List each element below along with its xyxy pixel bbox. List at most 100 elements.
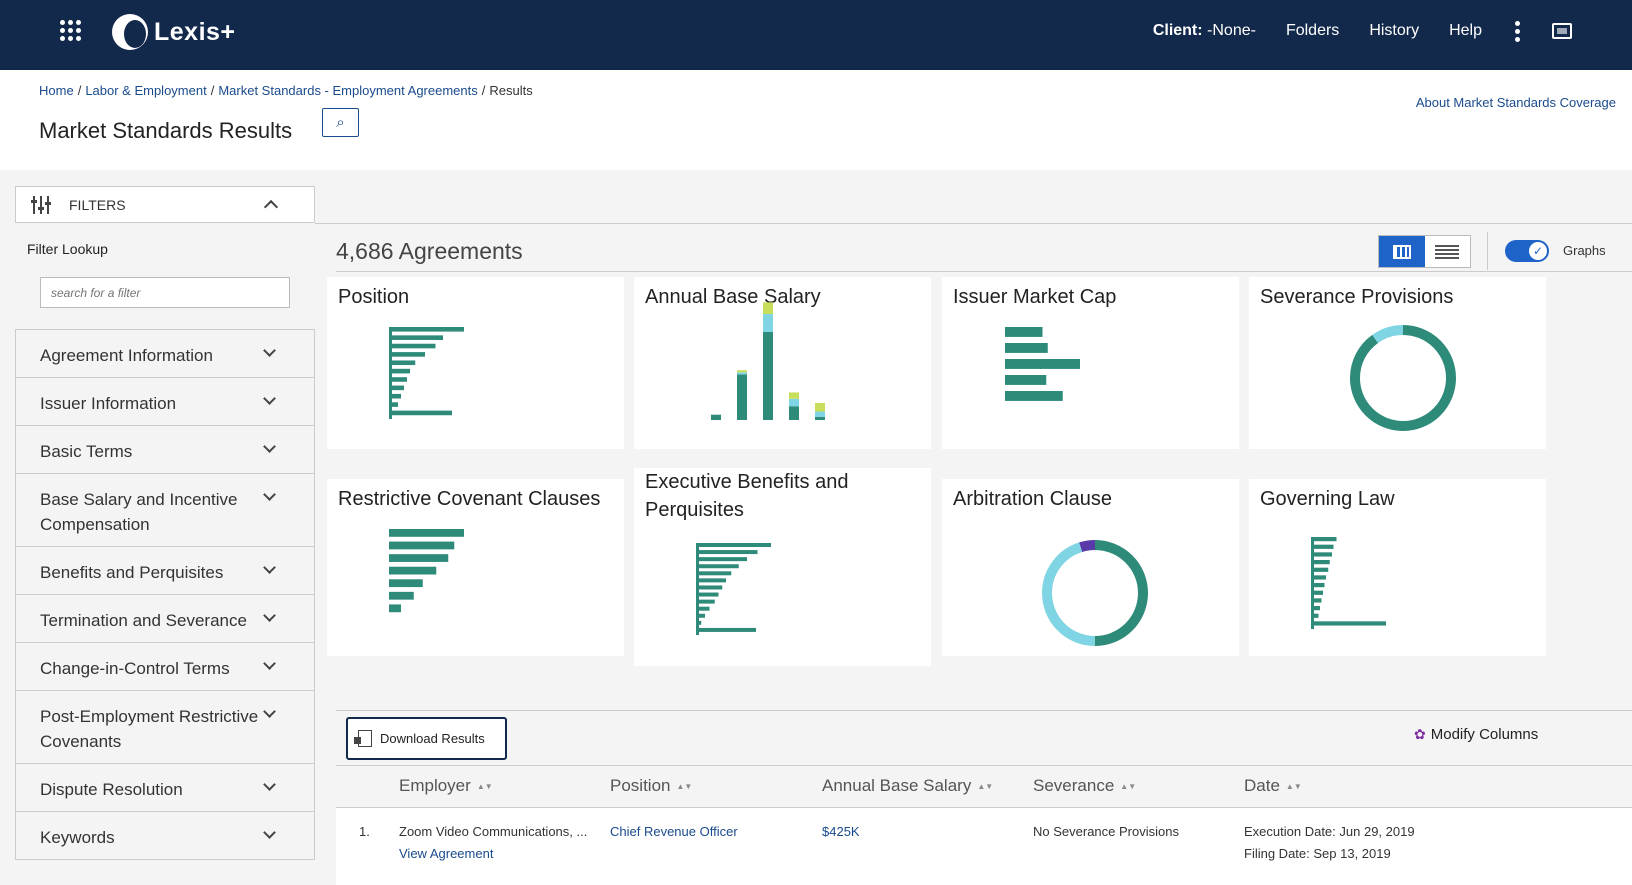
chart-card[interactable]: Annual Base Salary: [634, 277, 931, 449]
donut-slice[interactable]: [1350, 325, 1456, 431]
breadcrumb-home[interactable]: Home: [39, 83, 74, 98]
filter-base-salary[interactable]: Base Salary and Incentive Compensation: [16, 474, 314, 547]
chart-card[interactable]: Severance Provisions: [1249, 277, 1546, 449]
bar-segment[interactable]: [763, 314, 773, 333]
app-grid-icon[interactable]: [60, 20, 82, 42]
nav-history[interactable]: History: [1369, 22, 1420, 39]
bar[interactable]: [389, 368, 410, 374]
bar[interactable]: [389, 377, 407, 382]
bar[interactable]: [1311, 575, 1326, 580]
bar[interactable]: [696, 550, 758, 555]
bar[interactable]: [1311, 537, 1337, 542]
chart-card[interactable]: Arbitration Clause: [942, 479, 1239, 656]
bar[interactable]: [696, 627, 756, 632]
bar[interactable]: [696, 543, 771, 547]
graphs-toggle[interactable]: [1505, 240, 1549, 262]
bar[interactable]: [696, 592, 719, 597]
bar[interactable]: [389, 591, 414, 600]
filter-basic-terms[interactable]: Basic Terms: [16, 426, 314, 474]
bar[interactable]: [389, 343, 436, 349]
more-options-icon[interactable]: [1512, 20, 1522, 42]
axis-bar[interactable]: [696, 543, 699, 635]
bar-segment[interactable]: [789, 392, 799, 399]
bar[interactable]: [1311, 621, 1386, 626]
bar[interactable]: [1311, 583, 1325, 588]
bar[interactable]: [1311, 590, 1323, 595]
filters-header[interactable]: FILTERS: [15, 186, 315, 223]
presentation-icon[interactable]: [1552, 23, 1572, 39]
bar-segment[interactable]: [737, 370, 747, 373]
about-coverage-link[interactable]: About Market Standards Coverage: [1415, 95, 1616, 110]
position-link[interactable]: Chief Revenue Officer: [610, 824, 738, 839]
breadcrumb-market-standards[interactable]: Market Standards - Employment Agreements: [218, 83, 478, 98]
bar[interactable]: [389, 541, 455, 550]
bar-segment[interactable]: [789, 406, 799, 420]
bar[interactable]: [1005, 359, 1080, 369]
nav-help[interactable]: Help: [1449, 22, 1482, 39]
bar[interactable]: [1311, 560, 1330, 565]
view-agreement-link[interactable]: View Agreement: [399, 846, 494, 861]
column-severance[interactable]: Severance ▲▼: [1033, 776, 1137, 795]
donut-slice[interactable]: [1042, 540, 1148, 646]
bar-segment[interactable]: [737, 374, 747, 420]
bar[interactable]: [389, 360, 416, 366]
donut-slice[interactable]: [1042, 540, 1148, 646]
donut-slice[interactable]: [1350, 325, 1456, 431]
bar[interactable]: [696, 613, 705, 618]
bar[interactable]: [389, 529, 464, 537]
bar[interactable]: [696, 571, 732, 576]
bar[interactable]: [1311, 567, 1329, 572]
bar-segment[interactable]: [711, 414, 721, 420]
grid-view-button[interactable]: [1379, 236, 1425, 267]
bar-segment[interactable]: [763, 332, 773, 420]
nav-folders[interactable]: Folders: [1285, 22, 1340, 39]
bar[interactable]: [1311, 606, 1320, 611]
bar[interactable]: [696, 578, 726, 583]
bar[interactable]: [389, 385, 404, 391]
chevron-up-icon[interactable]: [263, 199, 279, 215]
bar[interactable]: [389, 604, 401, 613]
filter-dispute-resolution[interactable]: Dispute Resolution: [16, 764, 314, 812]
axis-bar[interactable]: [1311, 537, 1314, 629]
bar[interactable]: [1311, 544, 1334, 549]
bar[interactable]: [1005, 343, 1048, 353]
chart-card[interactable]: Restrictive Covenant Clauses: [327, 479, 624, 656]
filter-post-employment[interactable]: Post-Employment Restrictive Covenants: [16, 691, 314, 764]
chart-card[interactable]: Issuer Market Cap: [942, 277, 1239, 449]
bar-segment[interactable]: [763, 302, 773, 314]
bar[interactable]: [389, 335, 443, 340]
column-position[interactable]: Position ▲▼: [610, 776, 693, 795]
bar[interactable]: [1311, 552, 1332, 557]
bar-segment[interactable]: [737, 372, 747, 375]
salary-link[interactable]: $425K: [822, 824, 860, 839]
filter-search-input[interactable]: [40, 277, 290, 308]
filter-benefits[interactable]: Benefits and Perquisites: [16, 547, 314, 595]
bar-segment[interactable]: [815, 416, 825, 420]
bar[interactable]: [1311, 613, 1319, 618]
modify-columns-button[interactable]: ✿ Modify Columns: [1414, 726, 1538, 743]
bar[interactable]: [389, 352, 425, 357]
bar[interactable]: [389, 579, 423, 588]
filter-issuer-information[interactable]: Issuer Information: [16, 378, 314, 426]
download-results-button[interactable]: Download Results: [346, 717, 507, 760]
bar[interactable]: [389, 393, 401, 399]
chart-card[interactable]: Position: [327, 277, 624, 449]
column-employer[interactable]: Employer ▲▼: [399, 776, 493, 795]
chart-card[interactable]: Governing Law: [1249, 479, 1546, 656]
bar[interactable]: [1005, 391, 1063, 401]
bar[interactable]: [1005, 327, 1043, 337]
link-button[interactable]: ⌕: [322, 108, 359, 137]
bar-segment[interactable]: [815, 411, 825, 417]
bar[interactable]: [389, 566, 437, 575]
breadcrumb-labor-employment[interactable]: Labor & Employment: [85, 83, 207, 98]
bar[interactable]: [696, 564, 739, 569]
filter-termination[interactable]: Termination and Severance: [16, 595, 314, 643]
bar[interactable]: [389, 410, 452, 416]
bar[interactable]: [696, 557, 747, 562]
bar-segment[interactable]: [789, 398, 799, 407]
bar-segment[interactable]: [815, 403, 825, 412]
chart-card[interactable]: Executive Benefits and Perquisites: [634, 468, 931, 666]
lexis-logo[interactable]: Lexis+: [112, 12, 236, 52]
filter-change-in-control[interactable]: Change-in-Control Terms: [16, 643, 314, 691]
bar[interactable]: [1311, 598, 1322, 603]
